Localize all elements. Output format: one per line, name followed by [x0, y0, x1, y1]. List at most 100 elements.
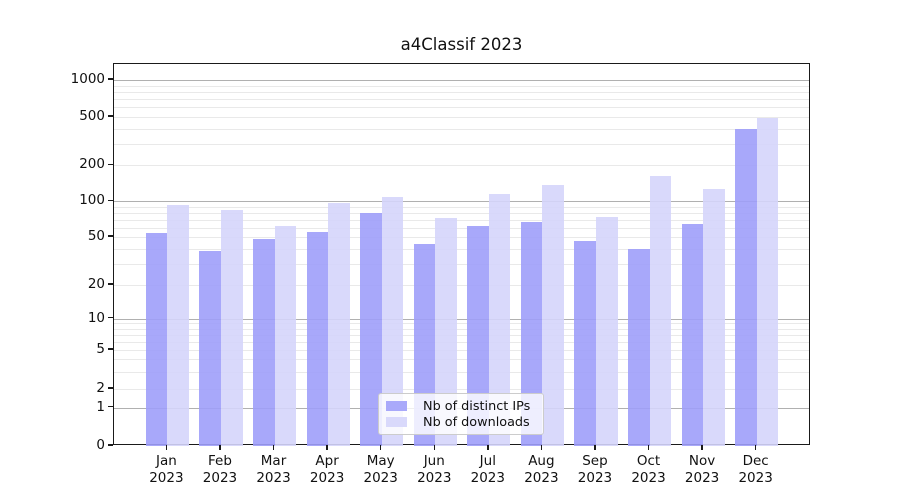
x-tick-year: 2023 [309, 470, 345, 486]
legend-label-ips: Nb of distinct IPs [423, 398, 531, 414]
bar-distinct-ips [199, 251, 221, 446]
gridline-minor [114, 91, 809, 93]
bar-downloads [328, 202, 350, 446]
bar-downloads [703, 188, 725, 446]
x-tick-mark [272, 445, 275, 450]
legend-label-downloads: Nb of downloads [423, 414, 530, 430]
x-tick-mark [326, 445, 328, 450]
x-tick-year: 2023 [631, 470, 666, 486]
x-axis-tick-label: Sep 2023 [565, 453, 625, 487]
y-tick-mark [108, 387, 113, 389]
x-tick-mark [540, 445, 543, 450]
x-tick-month: Aug [528, 453, 555, 469]
x-tick-year: 2023 [684, 470, 720, 486]
y-tick-mark [108, 406, 113, 408]
x-tick-year: 2023 [363, 470, 398, 486]
x-tick-month: Sep [582, 453, 608, 469]
x-tick-mark [594, 445, 596, 450]
bar-distinct-ips [252, 239, 275, 446]
x-tick-month: Nov [688, 453, 716, 469]
y-axis-tick-label: 200 [79, 156, 105, 173]
gridline-minor [114, 350, 809, 351]
bar-distinct-ips [306, 232, 329, 446]
y-axis-tick-label: 2 [96, 380, 105, 396]
gridline-minor [114, 341, 809, 343]
gridline-minor [114, 248, 809, 250]
legend-item: Nb of downloads [386, 414, 535, 430]
x-axis-tick-label: Mar 2023 [244, 453, 304, 487]
gridline-minor [114, 334, 809, 336]
bar-distinct-ips [735, 129, 757, 446]
y-tick-mark [108, 316, 113, 319]
gridline-major [114, 201, 809, 203]
y-tick-mark [108, 163, 113, 165]
x-tick-month: Feb [208, 453, 232, 469]
gridline-minor [114, 99, 809, 101]
legend-swatch-downloads [386, 417, 407, 427]
bar-distinct-ips [467, 225, 489, 446]
y-tick-mark [108, 348, 113, 350]
y-axis-tick-label: 0 [96, 437, 105, 453]
x-axis-tick-label: Feb 2023 [190, 453, 250, 487]
y-axis-tick-label: 50 [87, 228, 105, 244]
gridline-minor [114, 128, 809, 130]
x-tick-month: Apr [315, 453, 339, 469]
gridline-minor [114, 206, 809, 208]
bar-distinct-ips [627, 248, 650, 446]
x-tick-mark [379, 445, 382, 450]
y-axis-tick-label: 1 [96, 398, 105, 415]
bar-distinct-ips [681, 224, 704, 446]
gridline-minor [114, 219, 809, 221]
y-tick-mark [108, 199, 113, 201]
gridline-minor [114, 371, 809, 373]
x-axis-tick-label: Jan 2023 [136, 453, 196, 487]
y-axis-tick-label: 20 [87, 276, 105, 292]
x-axis-tick-label: Oct 2023 [619, 453, 679, 487]
y-tick-mark [108, 283, 113, 285]
gridline-minor [114, 212, 809, 214]
x-tick-mark [433, 445, 435, 450]
x-axis-tick-label: May 2023 [351, 453, 411, 487]
x-tick-month: Jun [423, 453, 445, 469]
bar-distinct-ips [360, 212, 382, 446]
x-tick-mark [754, 445, 757, 450]
bar-downloads [167, 205, 189, 446]
gridline-minor [114, 323, 809, 325]
y-axis-tick-label: 500 [79, 108, 105, 124]
bar-downloads [381, 196, 404, 446]
chart-title: a4Classif 2023 [400, 35, 523, 54]
x-tick-mark [487, 445, 489, 450]
bar-downloads [756, 118, 779, 446]
x-tick-year: 2023 [417, 470, 452, 486]
bar-downloads [542, 184, 564, 446]
y-axis-tick-label: 1000 [70, 71, 105, 87]
x-tick-month: May [366, 453, 395, 469]
gridline-minor [114, 359, 809, 361]
gridline-minor [114, 328, 809, 330]
gridline-minor [114, 143, 809, 145]
x-tick-month: Jul [479, 453, 496, 469]
bar-distinct-ips [145, 233, 168, 446]
gridline-minor [114, 389, 809, 390]
x-tick-year: 2023 [202, 470, 238, 486]
legend-item: Nb of distinct IPs [386, 398, 535, 414]
x-axis-tick-label: Nov 2023 [672, 453, 732, 487]
y-axis-tick-label: 10 [87, 309, 105, 326]
bar-downloads [488, 194, 511, 446]
gridline-major [114, 318, 809, 320]
x-tick-year: 2023 [149, 470, 184, 486]
x-tick-month: Oct [636, 453, 661, 469]
x-axis-tick-label: Aug 2023 [511, 453, 571, 487]
gridline-minor [114, 117, 809, 118]
x-tick-mark [647, 445, 650, 450]
gridline-minor [114, 165, 809, 167]
gridline-major [114, 80, 809, 81]
bar-distinct-ips [520, 221, 543, 446]
y-axis-tick-label: 100 [79, 192, 105, 209]
y-axis-tick-label: 5 [96, 341, 105, 357]
gridline-minor [114, 227, 809, 229]
x-axis-tick-label: Dec 2023 [726, 453, 786, 487]
y-tick-mark [108, 444, 113, 446]
x-tick-month: Dec [742, 453, 769, 469]
